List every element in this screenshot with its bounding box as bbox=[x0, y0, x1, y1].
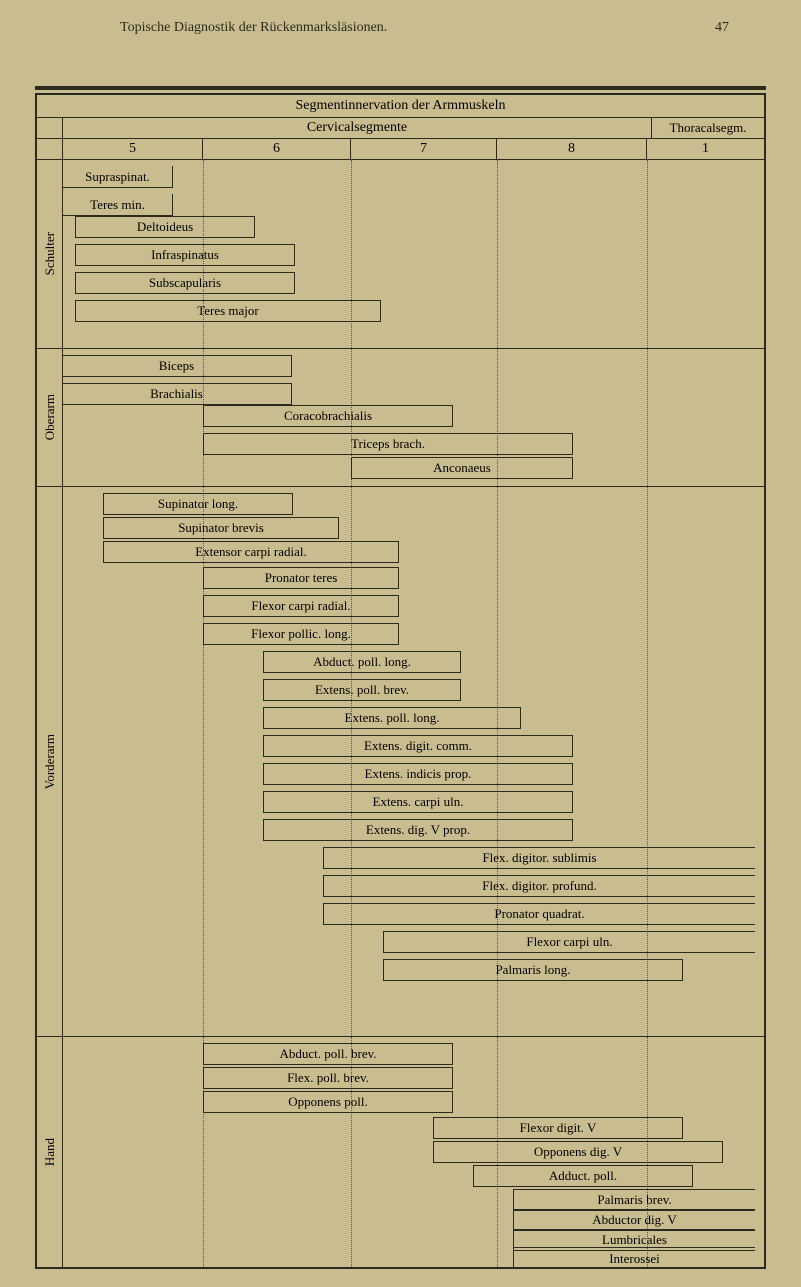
bar-flexor-carpi-uln: Flexor carpi uln. bbox=[383, 931, 755, 953]
bar-flexor-pollic-long: Flexor pollic. long. bbox=[203, 623, 399, 645]
group-vorderarm: Vorderarm bbox=[37, 487, 63, 1037]
num-spacer bbox=[37, 139, 63, 159]
bar-anconaeus: Anconaeus bbox=[351, 457, 573, 479]
col-c5: 5 bbox=[63, 139, 203, 159]
group-hand-label: Hand bbox=[42, 1138, 58, 1166]
bar-abductor-dig-v: Abductor dig. V bbox=[513, 1209, 755, 1231]
top-rule bbox=[35, 86, 766, 90]
bar-supraspinat: Supraspinat. bbox=[63, 166, 173, 188]
col-c7: 7 bbox=[351, 139, 497, 159]
bar-abduct-poll-long: Abduct. poll. long. bbox=[263, 651, 461, 673]
bar-infraspinatus: Infraspinatus bbox=[75, 244, 295, 266]
group-vorderarm-label: Vorderarm bbox=[42, 734, 58, 789]
segment-number-row: 5 6 7 8 1 bbox=[37, 139, 764, 160]
bar-teres-major: Teres major bbox=[75, 300, 381, 322]
bar-flexor-carpi-radial: Flexor carpi radial. bbox=[203, 595, 399, 617]
schulter-content: Supraspinat. Teres min. Deltoideus Infra… bbox=[63, 160, 764, 349]
bar-abduct-poll-brev: Abduct. poll. brev. bbox=[203, 1043, 453, 1065]
group-hand: Hand bbox=[37, 1037, 63, 1267]
group-schulter-label: Schulter bbox=[42, 232, 58, 275]
bar-coracobrachialis: Coracobrachialis bbox=[203, 405, 453, 427]
table-frame: Segmentinnervation der Armmuskeln Cervic… bbox=[35, 93, 766, 1269]
bar-deltoideus: Deltoideus bbox=[75, 216, 255, 238]
group-schulter: Schulter bbox=[37, 160, 63, 349]
page-number: 47 bbox=[715, 20, 729, 36]
bar-extens-poll-brev: Extens. poll. brev. bbox=[263, 679, 461, 701]
bar-opponens-dig-v: Opponens dig. V bbox=[433, 1141, 723, 1163]
bar-triceps-brach: Triceps brach. bbox=[203, 433, 573, 455]
col-c8: 8 bbox=[497, 139, 647, 159]
oberarm-content: Biceps Brachialis Coracobrachialis Trice… bbox=[63, 349, 764, 487]
thoracal-header: Thoracalsegm. bbox=[652, 118, 764, 138]
bar-teres-min: Teres min. bbox=[63, 194, 173, 216]
bar-flex-poll-brev: Flex. poll. brev. bbox=[203, 1067, 453, 1089]
bar-extens-poll-long: Extens. poll. long. bbox=[263, 707, 521, 729]
hand-content: Abduct. poll. brev. Flex. poll. brev. Op… bbox=[63, 1037, 764, 1267]
subheader-row: Cervicalsegmente Thoracalsegm. bbox=[37, 118, 764, 139]
bar-adduct-poll: Adduct. poll. bbox=[473, 1165, 693, 1187]
bar-palmaris-long: Palmaris long. bbox=[383, 959, 683, 981]
table-title: Segmentinnervation der Armmuskeln bbox=[37, 95, 764, 118]
bar-flex-digitor-sublimis: Flex. digitor. sublimis bbox=[323, 847, 755, 869]
bar-pronator-quadrat: Pronator quadrat. bbox=[323, 903, 755, 925]
bar-interossei: Interossei bbox=[513, 1247, 755, 1269]
col-t1: 1 bbox=[647, 139, 764, 159]
bar-flexor-digit-v: Flexor digit. V bbox=[433, 1117, 683, 1139]
vorderarm-content: Supinator long. Supinator brevis Extenso… bbox=[63, 487, 764, 1037]
bar-subscapularis: Subscapularis bbox=[75, 272, 295, 294]
bar-brachialis: Brachialis bbox=[62, 383, 292, 405]
bar-opponens-poll: Opponens poll. bbox=[203, 1091, 453, 1113]
bar-supinator-brevis: Supinator brevis bbox=[103, 517, 339, 539]
row-label-spacer bbox=[37, 118, 63, 138]
col-c6: 6 bbox=[203, 139, 351, 159]
bar-extens-dig-v-prop: Extens. dig. V prop. bbox=[263, 819, 573, 841]
group-oberarm: Oberarm bbox=[37, 349, 63, 487]
bar-extens-digit-comm: Extens. digit. comm. bbox=[263, 735, 573, 757]
bar-supinator-long: Supinator long. bbox=[103, 493, 293, 515]
bar-extens-indicis-prop: Extens. indicis prop. bbox=[263, 763, 573, 785]
bar-extens-carpi-uln: Extens. carpi uln. bbox=[263, 791, 573, 813]
cervical-header: Cervicalsegmente bbox=[63, 118, 652, 138]
running-title: Topische Diagnostik der Rückenmarksläsio… bbox=[120, 20, 387, 36]
bar-biceps: Biceps bbox=[62, 355, 292, 377]
bar-palmaris-brev: Palmaris brev. bbox=[513, 1189, 755, 1211]
bar-flex-digitor-profund: Flex. digitor. profund. bbox=[323, 875, 755, 897]
group-oberarm-label: Oberarm bbox=[42, 394, 58, 440]
bar-pronator-teres: Pronator teres bbox=[203, 567, 399, 589]
bar-extensor-carpi-radial: Extensor carpi radial. bbox=[103, 541, 399, 563]
